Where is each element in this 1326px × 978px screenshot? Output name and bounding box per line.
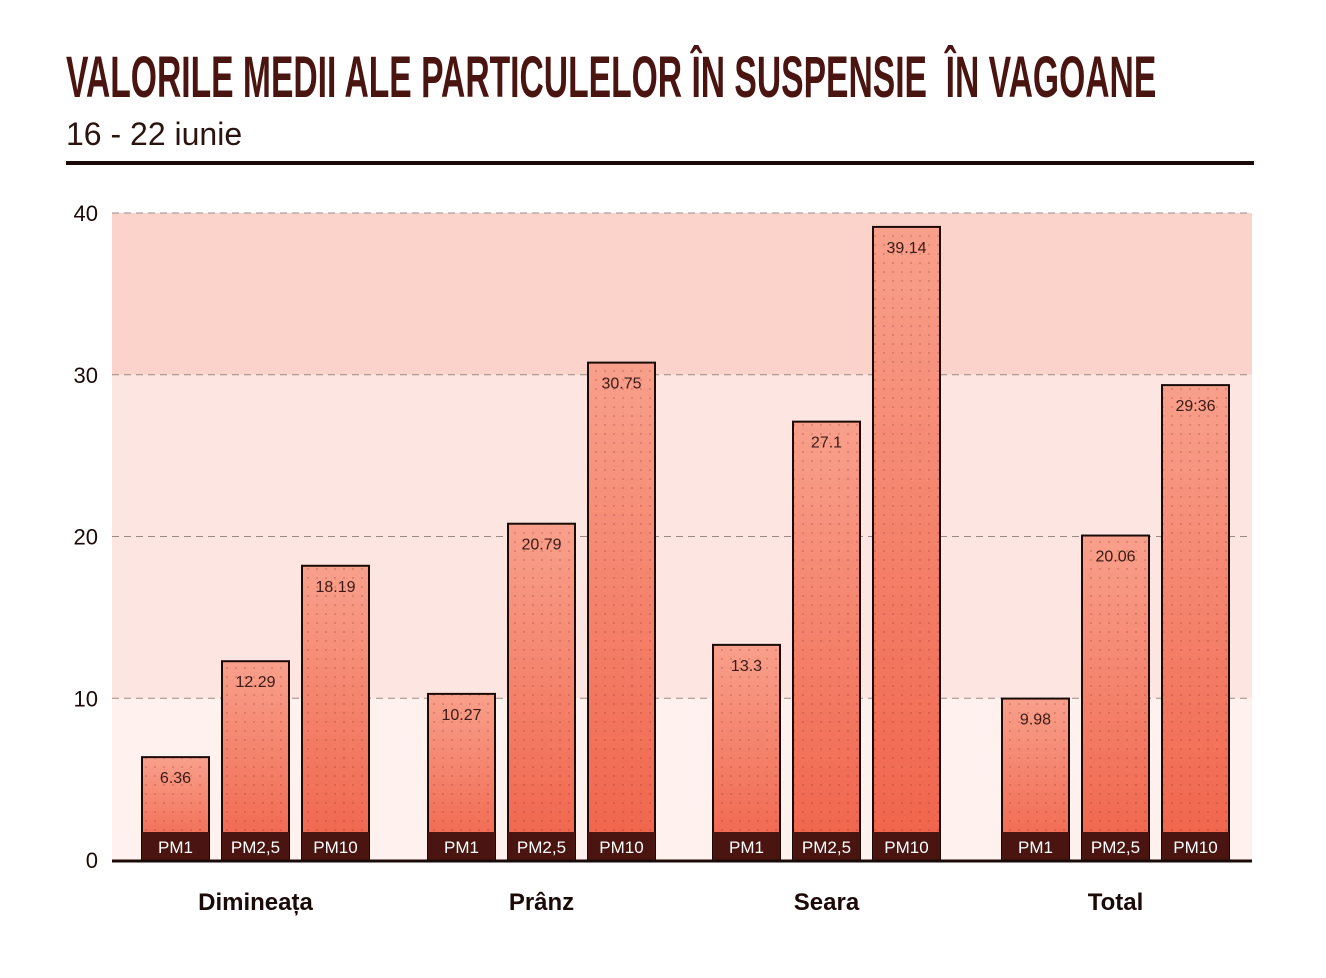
bar-series-label: PM1 <box>444 838 479 857</box>
data-label: 13.3 <box>731 658 762 675</box>
y-tick-label: 0 <box>86 848 98 873</box>
bar-label-strip <box>793 832 860 860</box>
bars: PM1 6.36 PM2,5 12.29 PM10 18.19 PM1 10.27 PM2,5 2… <box>141 225 1230 862</box>
x-category-label: Prânz <box>509 889 574 916</box>
bar-label-strip <box>1082 832 1149 860</box>
bar-texture <box>873 226 940 860</box>
data-label: 6.36 <box>160 770 191 787</box>
bar-series-label: PM2,5 <box>231 838 280 857</box>
bar-texture <box>222 661 289 860</box>
y-tick-label: 10 <box>74 686 98 711</box>
bar-texture <box>588 362 655 860</box>
x-category-label: Seara <box>794 889 860 916</box>
title-divider <box>66 161 1254 165</box>
bar-texture <box>1082 535 1149 860</box>
x-axis: Dimineața Prânz Seara Total <box>112 859 1252 916</box>
bar-series-label: PM10 <box>1173 838 1217 857</box>
data-label: 39.14 <box>886 240 926 257</box>
data-label: 27.1 <box>811 435 842 452</box>
bar-series-label: PM1 <box>1018 838 1053 857</box>
data-label: 20.06 <box>1095 549 1135 566</box>
bar-series-label: PM2,5 <box>517 838 566 857</box>
bar-label-strip <box>588 832 655 860</box>
data-label: 9.98 <box>1020 712 1051 729</box>
bar-texture <box>793 421 860 860</box>
bar-series-label: PM1 <box>158 838 193 857</box>
bar-label-strip <box>1002 832 1069 860</box>
bar-series-label: PM2,5 <box>1091 838 1140 857</box>
chart-subtitle: 16 - 22 iunie <box>66 116 243 152</box>
x-category-label: Dimineața <box>198 889 313 916</box>
bar-series-label: PM10 <box>313 838 357 857</box>
bar-label-strip <box>142 832 209 860</box>
bar-label-strip <box>713 832 780 860</box>
band-20-30 <box>112 374 1252 537</box>
bar-label-strip <box>1162 832 1229 860</box>
bar-series-label: PM10 <box>599 838 643 857</box>
bar-group-1: PM1 10.27 PM2,5 20.79 PM10 30.75 <box>427 361 656 861</box>
bar-series-label: PM10 <box>884 838 928 857</box>
y-tick-label: 20 <box>74 525 98 550</box>
bar-texture <box>302 565 369 860</box>
bar-group-3: PM1 9.98 PM2,5 20.06 PM10 29:36 <box>1001 384 1230 861</box>
y-axis: 0 10 20 30 40 <box>74 201 98 873</box>
bar-label-strip <box>222 832 289 860</box>
data-label: 30.75 <box>601 376 641 393</box>
data-label: 18.19 <box>315 579 355 596</box>
data-label: 29:36 <box>1175 398 1215 415</box>
bar-group-0: PM1 6.36 PM2,5 12.29 PM10 18.19 <box>141 564 370 862</box>
data-label: 20.79 <box>521 537 561 554</box>
bar-series-label: PM1 <box>729 838 764 857</box>
data-label: 12.29 <box>235 674 275 691</box>
bar-label-strip <box>508 832 575 860</box>
data-label: 10.27 <box>441 707 481 724</box>
bar-texture <box>1162 385 1229 860</box>
bar-label-strip <box>302 832 369 860</box>
x-category-label: Total <box>1088 889 1144 916</box>
bar-series-label: PM2,5 <box>802 838 851 857</box>
bar-texture <box>713 644 780 860</box>
y-tick-label: 30 <box>74 363 98 388</box>
bar-label-strip <box>428 832 495 860</box>
band-30-40 <box>112 213 1252 375</box>
bar-group-2: PM1 13.3 PM2,5 27.1 PM10 39.14 <box>712 225 941 861</box>
bar-label-strip <box>873 832 940 860</box>
bar-texture <box>508 523 575 860</box>
y-tick-label: 40 <box>74 201 98 226</box>
